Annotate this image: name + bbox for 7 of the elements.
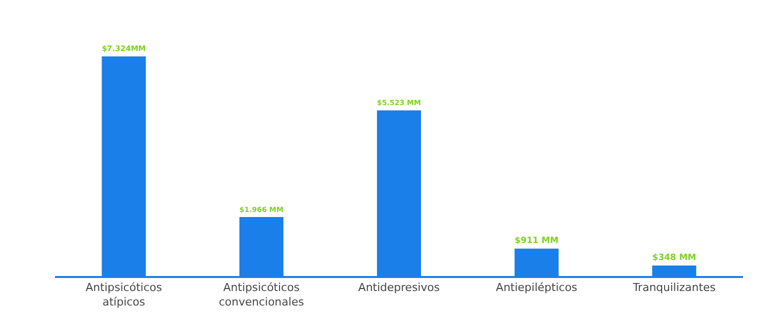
data-label: $911 MM	[514, 236, 559, 246]
x-tick-label: Antipsicóticos convencionales	[218, 281, 304, 308]
x-tick-label: Antidepresivos	[358, 281, 440, 294]
x-tick-label: Antipsicóticos atípicos	[86, 281, 162, 308]
x-tick-label: Antiepilépticos	[496, 281, 578, 294]
data-label: $348 MM	[652, 252, 696, 263]
x-tick-label: Tranquilizantes	[632, 281, 716, 294]
